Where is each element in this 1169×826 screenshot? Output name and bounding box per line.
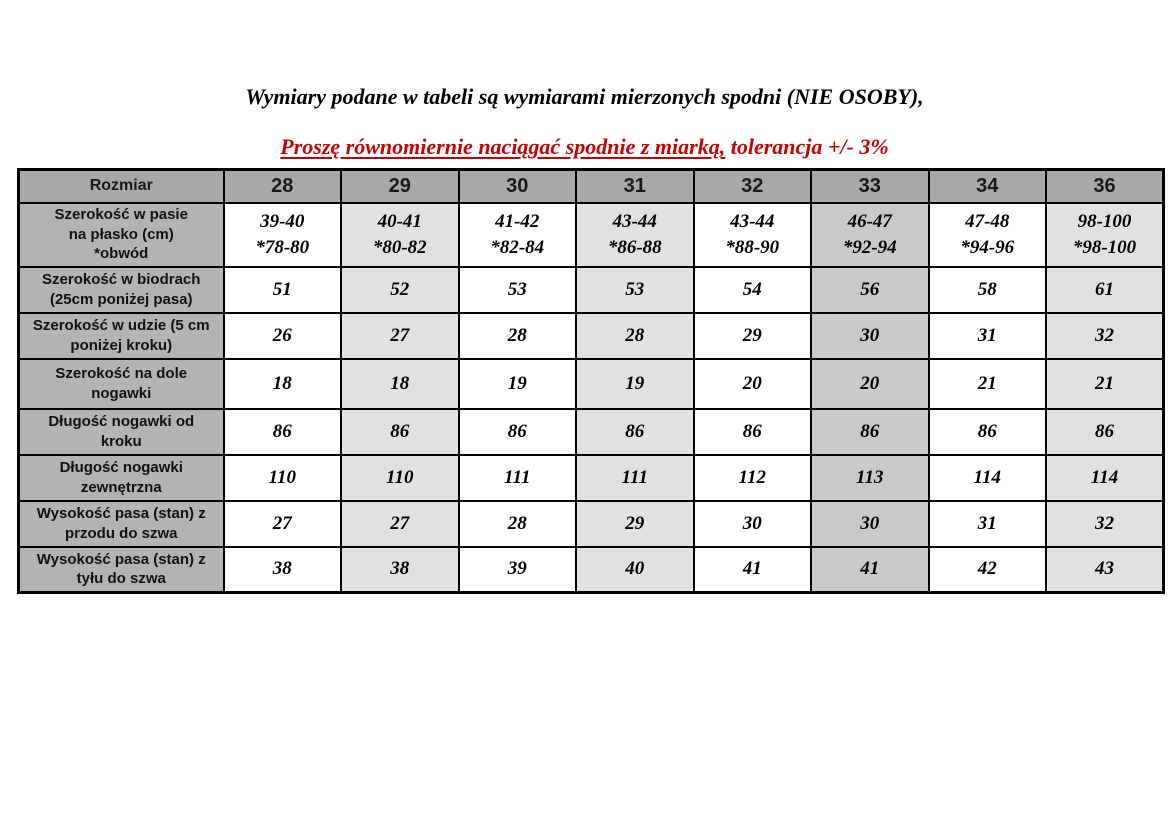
measurement-cell: 38 <box>340 545 460 594</box>
row-label: Szerokość w udzie (5 cm poniżej kroku) <box>17 311 225 360</box>
measurement-cell: 113 <box>810 453 930 502</box>
measurement-cell: 56 <box>810 265 930 314</box>
measurement-cell: 27 <box>340 311 460 360</box>
measurement-cell: 86 <box>692 407 812 456</box>
measurement-cell: 54 <box>692 265 812 314</box>
measurement-cell: 86 <box>927 407 1047 456</box>
table-row-thigh: Szerokość w udzie (5 cm poniżej kroku) 2… <box>17 311 1165 360</box>
measurement-cell: 31 <box>927 311 1047 360</box>
table-row-waist: Szerokość w pasie na płasko (cm) *obwód … <box>17 201 1165 268</box>
size-column-header: 30 <box>457 168 577 204</box>
measurement-cell: 86 <box>1045 407 1165 456</box>
measurement-cell: 40 <box>575 545 695 594</box>
size-column-header: 31 <box>575 168 695 204</box>
measurement-cell: 43-44 *88-90 <box>692 201 812 268</box>
measurement-cell: 30 <box>810 311 930 360</box>
measurement-cell: 114 <box>927 453 1047 502</box>
measurement-cell: 43 <box>1045 545 1165 594</box>
measurement-cell: 20 <box>810 357 930 410</box>
measurement-cell: 86 <box>575 407 695 456</box>
measurement-cell: 39 <box>457 545 577 594</box>
measurement-cell: 86 <box>340 407 460 456</box>
size-table: Rozmiar 28 29 30 31 32 33 34 36 Szerokoś… <box>17 168 1165 594</box>
measurement-cell: 18 <box>222 357 342 410</box>
row-label: Długość nogawki zewnętrzna <box>17 453 225 502</box>
measurement-cell: 19 <box>575 357 695 410</box>
size-column-header: 36 <box>1045 168 1165 204</box>
stretch-note-underlined: Proszę równomiernie naciągać spodnie z m… <box>280 134 726 159</box>
row-label: Wysokość pasa (stan) z przodu do szwa <box>17 499 225 548</box>
size-column-header: 34 <box>927 168 1047 204</box>
size-column-header: 33 <box>810 168 930 204</box>
measurement-cell: 42 <box>927 545 1047 594</box>
measurement-cell: 27 <box>340 499 460 548</box>
row-label: Długość nogawki od kroku <box>17 407 225 456</box>
size-column-header: 32 <box>692 168 812 204</box>
measurement-cell: 86 <box>457 407 577 456</box>
measurement-cell: 58 <box>927 265 1047 314</box>
size-chart-page: Wymiary podane w tabeli są wymiarami mie… <box>0 84 1169 594</box>
measurement-cell: 111 <box>575 453 695 502</box>
measurement-cell: 39-40 *78-80 <box>222 201 342 268</box>
row-label: Szerokość na dole nogawki <box>17 357 225 410</box>
measurement-cell: 30 <box>692 499 812 548</box>
stretch-note-tolerance: tolerancja +/- 3% <box>725 134 889 159</box>
measurement-cell: 41 <box>810 545 930 594</box>
row-label: Szerokość w pasie na płasko (cm) *obwód <box>17 201 225 268</box>
row-label: Wysokość pasa (stan) z tyłu do szwa <box>17 545 225 594</box>
measurement-cell: 110 <box>340 453 460 502</box>
measurement-cell: 47-48 *94-96 <box>927 201 1047 268</box>
measurement-cell: 26 <box>222 311 342 360</box>
measurement-cell: 86 <box>222 407 342 456</box>
measurement-cell: 21 <box>927 357 1047 410</box>
measurement-cell: 41 <box>692 545 812 594</box>
measurement-cell: 52 <box>340 265 460 314</box>
table-row-back-rise: Wysokość pasa (stan) z tyłu do szwa 38 3… <box>17 545 1165 594</box>
measurement-cell: 32 <box>1045 499 1165 548</box>
measurement-cell: 31 <box>927 499 1047 548</box>
measurement-cell: 61 <box>1045 265 1165 314</box>
measurement-cell: 19 <box>457 357 577 410</box>
measurement-cell: 38 <box>222 545 342 594</box>
measurement-cell: 110 <box>222 453 342 502</box>
measurement-cell: 30 <box>810 499 930 548</box>
measurement-cell: 43-44 *86-88 <box>575 201 695 268</box>
measurement-cell: 27 <box>222 499 342 548</box>
size-column-header: 28 <box>222 168 342 204</box>
stretch-note: Proszę równomiernie naciągać spodnie z m… <box>0 134 1169 160</box>
measurement-cell: 29 <box>575 499 695 548</box>
measurement-cell: 53 <box>457 265 577 314</box>
table-row-front-rise: Wysokość pasa (stan) z przodu do szwa 27… <box>17 499 1165 548</box>
measurement-cell: 112 <box>692 453 812 502</box>
measurement-cell: 21 <box>1045 357 1165 410</box>
measurement-cell: 46-47 *92-94 <box>810 201 930 268</box>
table-row-leg-opening: Szerokość na dole nogawki 18 18 19 19 20… <box>17 357 1165 410</box>
measurement-cell: 28 <box>457 499 577 548</box>
measurement-cell: 114 <box>1045 453 1165 502</box>
measurement-cell: 111 <box>457 453 577 502</box>
header-row: Rozmiar 28 29 30 31 32 33 34 36 <box>17 168 1165 204</box>
table-row-hips: Szerokość w biodrach (25cm poniżej pasa)… <box>17 265 1165 314</box>
page-title: Wymiary podane w tabeli są wymiarami mie… <box>245 84 924 109</box>
measurement-cell: 32 <box>1045 311 1165 360</box>
measurement-cell: 28 <box>575 311 695 360</box>
corner-header: Rozmiar <box>17 168 225 204</box>
measurement-cell: 18 <box>340 357 460 410</box>
size-column-header: 29 <box>340 168 460 204</box>
measurement-cell: 28 <box>457 311 577 360</box>
measurement-cell: 41-42 *82-84 <box>457 201 577 268</box>
row-label: Szerokość w biodrach (25cm poniżej pasa) <box>17 265 225 314</box>
measurement-cell: 98-100 *98-100 <box>1045 201 1165 268</box>
measurement-cell: 40-41 *80-82 <box>340 201 460 268</box>
table-row-outseam: Długość nogawki zewnętrzna 110 110 111 1… <box>17 453 1165 502</box>
measurement-cell: 86 <box>810 407 930 456</box>
measurement-cell: 51 <box>222 265 342 314</box>
measurement-cell: 53 <box>575 265 695 314</box>
table-row-inseam: Długość nogawki od kroku 86 86 86 86 86 … <box>17 407 1165 456</box>
measurement-cell: 29 <box>692 311 812 360</box>
measurement-cell: 20 <box>692 357 812 410</box>
